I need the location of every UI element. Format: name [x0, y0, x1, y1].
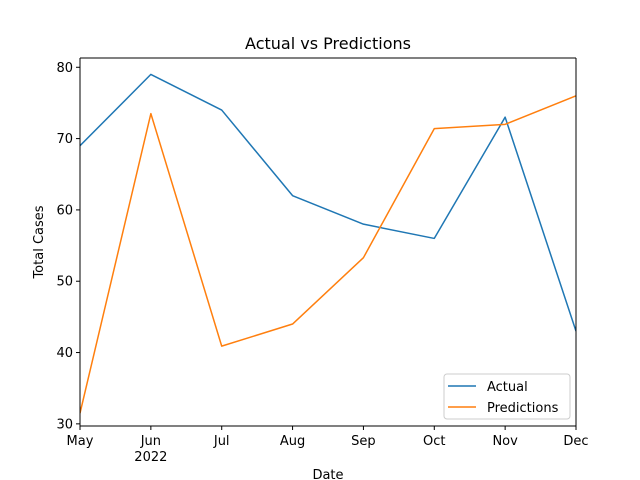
- legend-label-actual: Actual: [487, 380, 528, 395]
- x-tick-year-label: 2022: [134, 450, 167, 465]
- x-axis-label: Date: [312, 468, 343, 480]
- x-tick-label: Sep: [351, 434, 376, 449]
- y-tick-label: 40: [56, 346, 73, 361]
- x-tick-label: May: [67, 434, 94, 449]
- legend: Actual Predictions: [443, 373, 571, 420]
- x-tick-label: Jul: [213, 434, 230, 449]
- series-line-actual: [80, 73, 576, 332]
- chart-title: Actual vs Predictions: [245, 34, 411, 53]
- x-tick-label: Jun: [140, 434, 161, 449]
- x-tick-label: Nov: [492, 434, 518, 449]
- y-tick-label: 50: [56, 275, 73, 290]
- x-tick-label: Oct: [423, 434, 445, 449]
- legend-label-predictions: Predictions: [487, 401, 559, 416]
- y-tick-label: 70: [56, 132, 73, 147]
- y-tick-label: 60: [56, 203, 73, 218]
- y-axis-label: Total Cases: [32, 205, 47, 279]
- y-tick-label: 30: [56, 417, 73, 432]
- x-tick-label: Aug: [280, 434, 305, 449]
- plot-area: 30 40 50 60 70 80 May Jun Jul Aug Sep Oct Nov Dec 2022: [56, 57, 589, 465]
- x-tick-label: Dec: [563, 434, 588, 449]
- series-line-predictions: [80, 95, 576, 414]
- y-tick-label: 80: [56, 61, 73, 76]
